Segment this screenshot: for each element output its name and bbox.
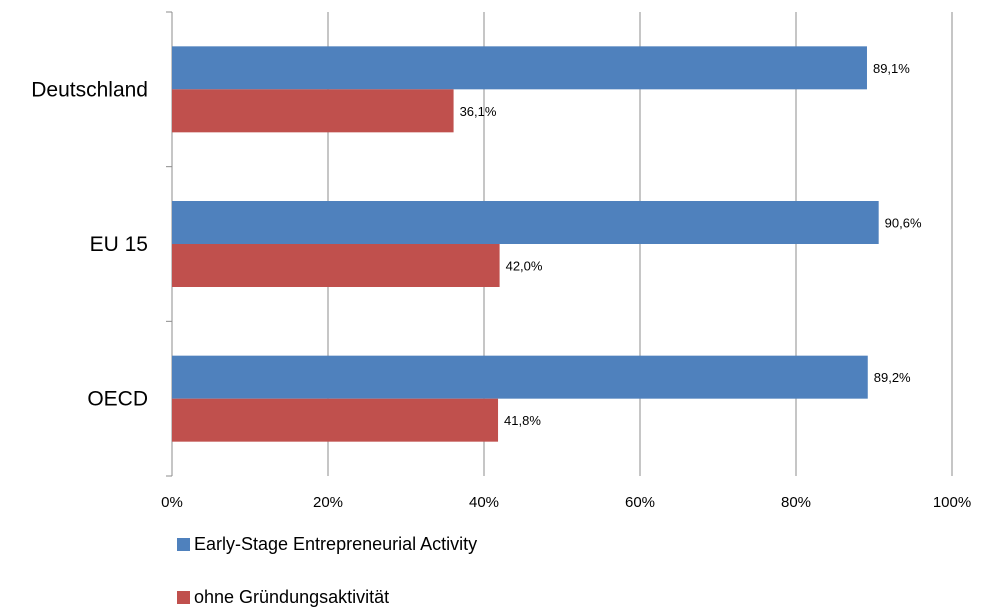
bar — [172, 46, 867, 90]
x-tick-label: 100% — [933, 494, 971, 511]
bar — [172, 244, 500, 287]
legend-swatch — [177, 538, 190, 551]
data-label: 89,2% — [874, 370, 911, 385]
bar — [172, 398, 499, 442]
data-label: 36,1% — [460, 104, 497, 119]
x-tick-label: 40% — [469, 494, 499, 511]
axes — [166, 11, 173, 477]
bars — [172, 46, 879, 442]
bar — [172, 201, 879, 244]
data-label: 90,6% — [885, 216, 922, 231]
legend-swatch — [177, 591, 190, 604]
x-tick-label: 20% — [313, 494, 343, 511]
x-tick-label: 60% — [625, 494, 655, 511]
x-tick-label: 0% — [161, 494, 183, 511]
category-label: EU 15 — [90, 233, 148, 256]
data-label: 42,0% — [506, 259, 543, 274]
category-label: Deutschland — [31, 78, 148, 101]
bar — [172, 89, 454, 133]
legend: Early-Stage Entrepreneurial Activity ohne… — [177, 534, 477, 607]
legend-label: Early-Stage Entrepreneurial Activity — [194, 534, 477, 554]
data-label: 41,8% — [504, 413, 541, 428]
legend-label: ohne Gründungsaktivität — [194, 587, 389, 607]
labels: 0% 20% 40% 60% 80% 100% 89,1% 36,1% Deutschland 9… — [31, 61, 971, 511]
category-label: OECD — [87, 388, 148, 411]
data-label: 89,1% — [873, 61, 910, 76]
bar — [172, 355, 868, 399]
x-tick-label: 80% — [781, 494, 811, 511]
